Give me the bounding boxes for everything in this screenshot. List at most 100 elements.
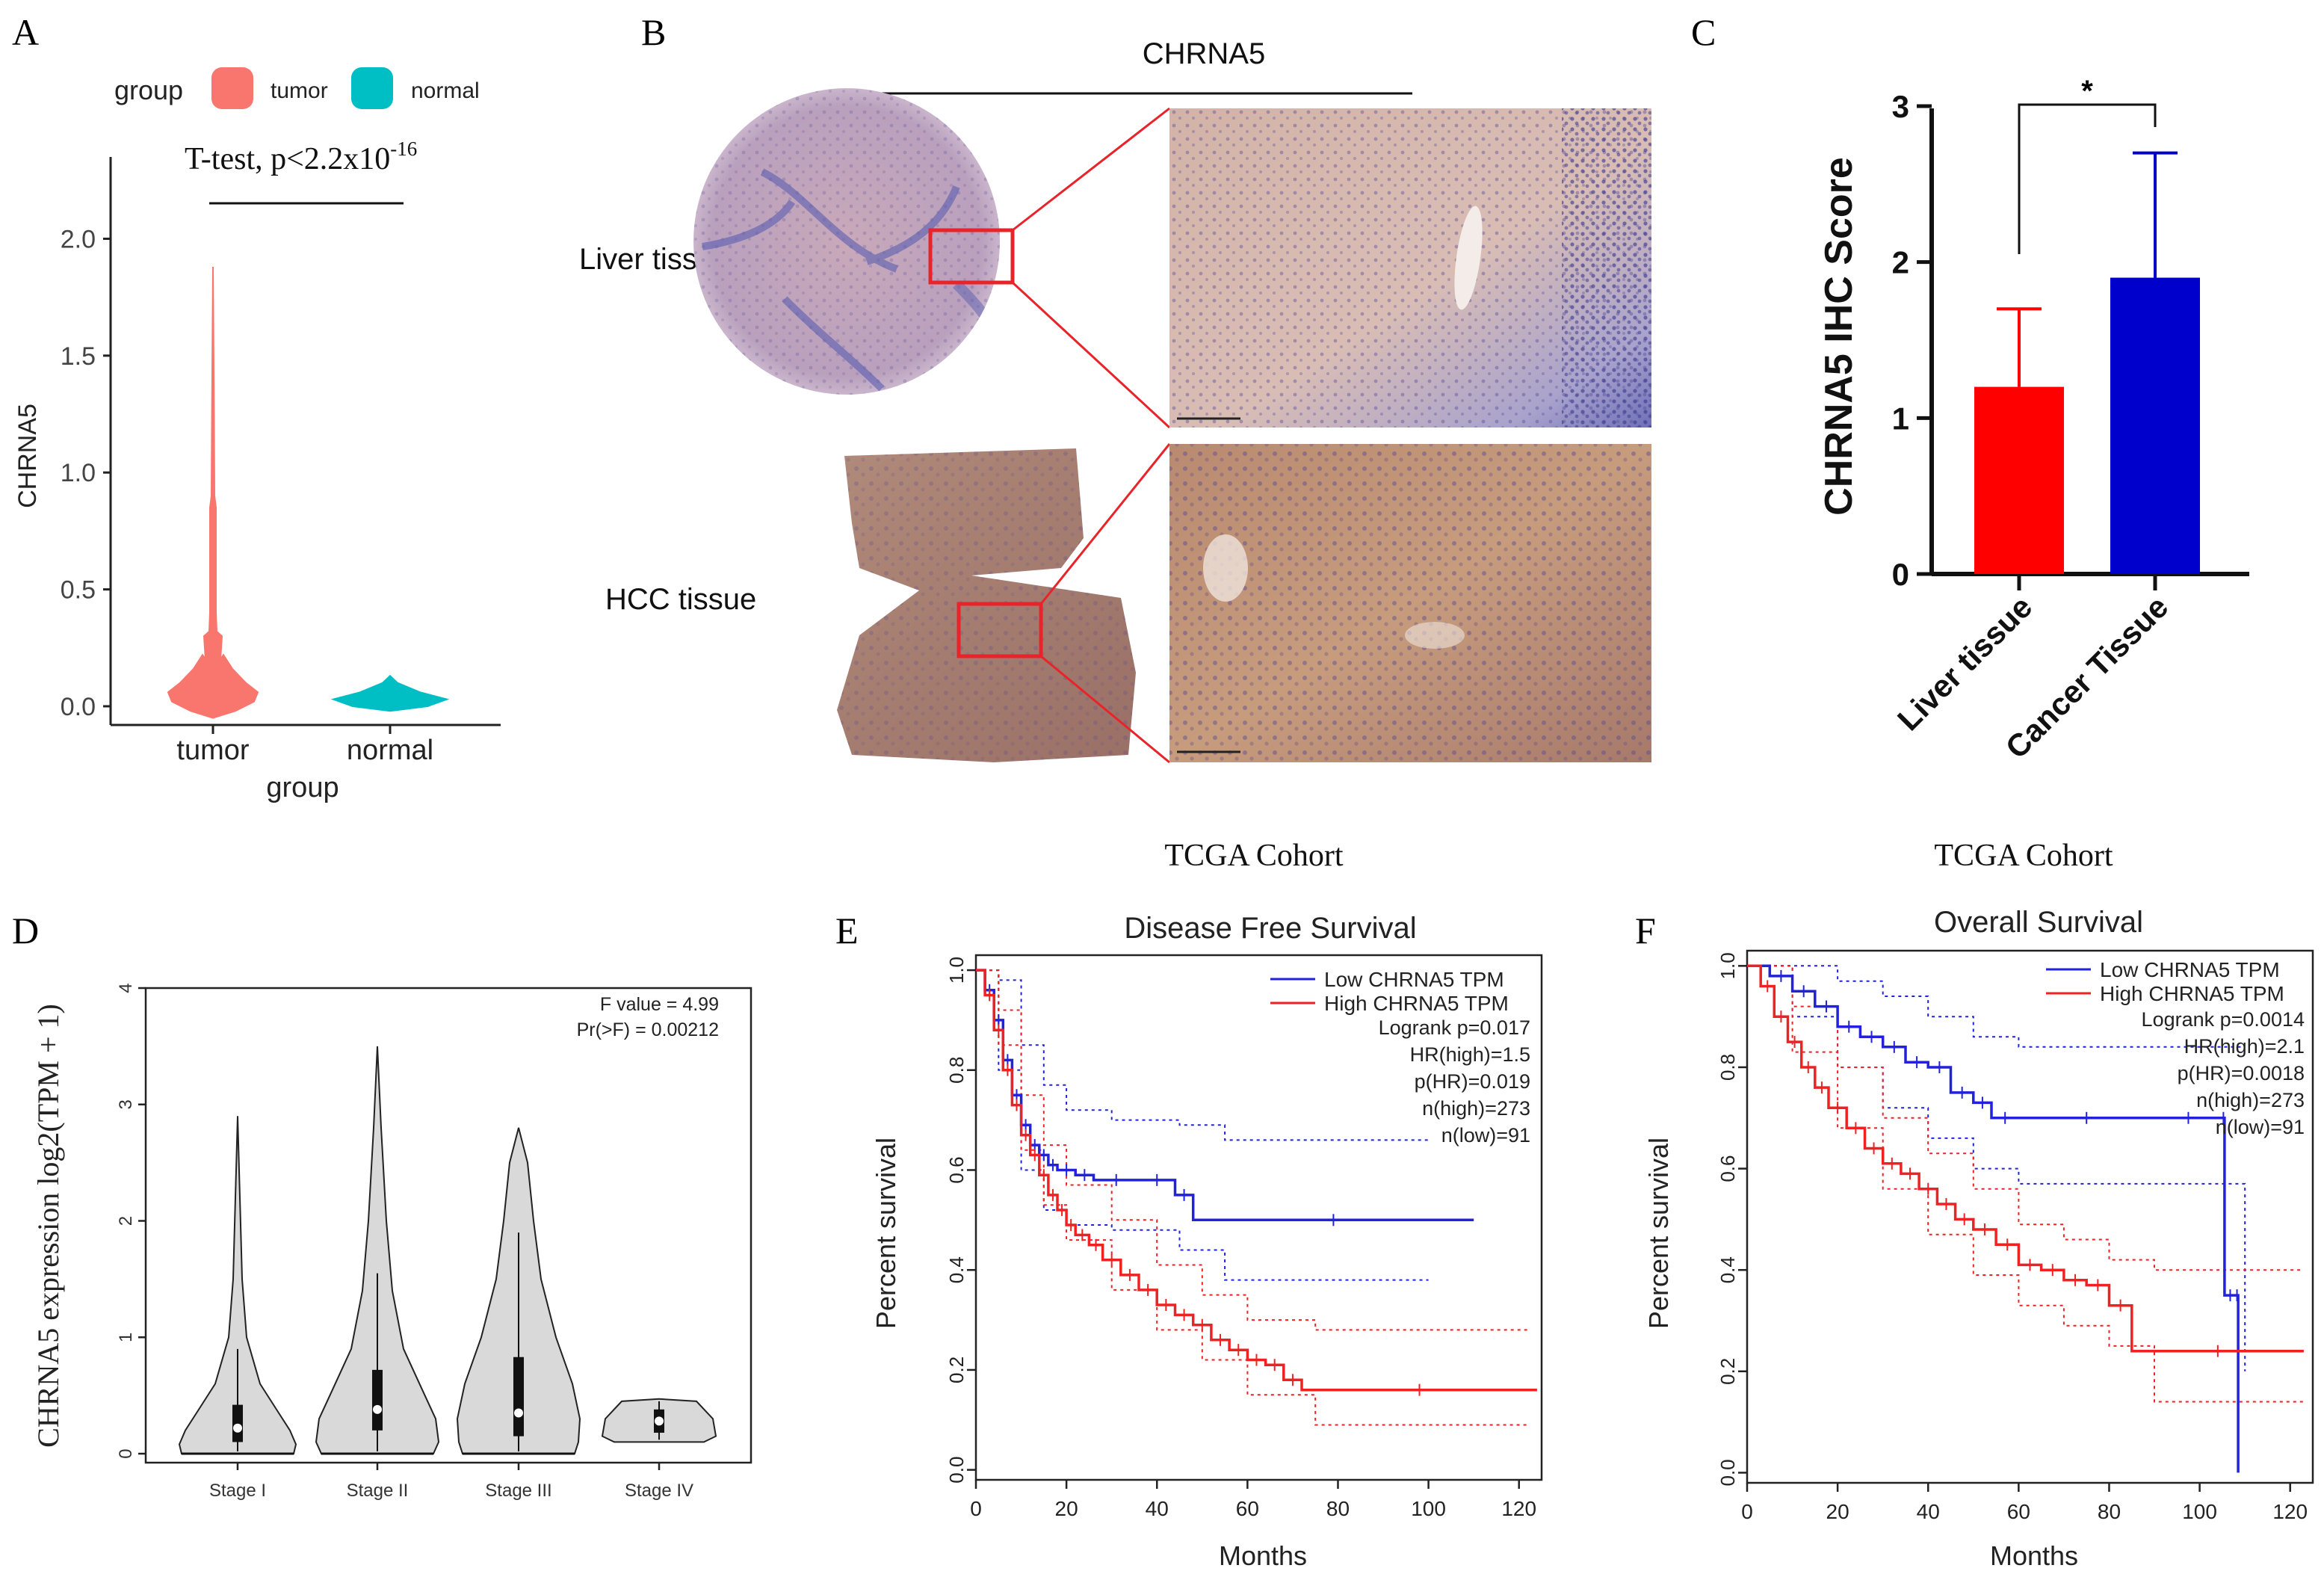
panel-letter-a: A [12,11,39,53]
panel-b-title: CHRNA5 [1143,37,1265,70]
y-tick-label: 2 [116,1216,136,1226]
stat-nlow: n(low)=91 [2216,1116,2305,1138]
iqr-box [513,1357,524,1436]
iqr-box [232,1404,243,1442]
stat-hr: HR(high)=1.5 [1410,1043,1530,1066]
panel-d-stat-p: Pr(>F) = 0.00212 [577,1019,719,1040]
panel-f-frame [1746,949,2314,1484]
panel-a: group tumor normal T-test, p<2.2x10-16 0… [13,67,501,803]
y-tick-label: 0.8 [945,1057,968,1084]
panel-letter-e: E [835,910,859,951]
legend-title: group [114,75,183,105]
sig-bracket [2018,103,2157,254]
x-tick-label: 120 [1501,1497,1536,1520]
panel-f-ticks: 0 20 40 60 80 100 120 0.0 0.2 0.4 0.6 0.8 1.0 [1716,952,2308,1523]
x-tick-label: Liver tissue [1891,589,2039,737]
panel-f-title: Overall Survival [1934,906,2143,939]
stat-nlow: n(low)=91 [1441,1124,1530,1147]
stat-nhigh: n(high)=273 [1422,1097,1530,1120]
ci-high-lower [1747,965,2304,1403]
y-tick-label: 0.2 [945,1357,968,1383]
y-tick-label: 1.5 [61,342,96,371]
x-tick-label: 20 [1826,1500,1849,1523]
y-tick-label: 1.0 [1716,952,1739,979]
panel-c-ylabel: CHRNA5 IHC Score [1817,157,1861,516]
liver-tissue-zoom-image [1169,108,1651,428]
panel-letter-c: C [1691,11,1716,53]
legend-label-low: Low CHRNA5 TPM [1324,968,1504,991]
ci-high-upper [1747,965,2304,1271]
y-tick-label: 0.8 [1716,1054,1739,1081]
panel-e-cohort: TCGA Cohort [1164,839,1344,873]
panel-c-significance: * [2018,75,2157,254]
x-tick-label: 0 [970,1497,982,1520]
legend-label-high: High CHRNA5 TPM [1324,992,1509,1015]
panel-f-cohort: TCGA Cohort [1934,839,2113,873]
y-tick-label: 1 [1892,401,1909,436]
x-tick-label: Stage III [485,1481,551,1501]
ttest-text: T-test, p<2.2x10-16 [185,138,417,176]
bar-liver-tissue [1974,386,2064,574]
x-tick-label: 80 [2098,1500,2121,1523]
legend-swatch-normal [351,67,393,109]
x-tick-label: Stage IV [625,1481,693,1501]
legend-label-normal: normal [411,78,480,103]
y-tick-label: 4 [116,983,136,993]
panel-f-ylabel: Percent survival [1643,1138,1674,1329]
panel-d-ylabel: CHRNA5 expression log2(TPM + 1) [31,1004,65,1448]
liver-zoom-line-top [1012,107,1170,232]
bar-cancer-tissue [2110,277,2200,574]
x-tick-label: 20 [1055,1497,1078,1520]
curve-high [1747,964,2304,1353]
median-dot [655,1416,664,1426]
panel-d-x-ticks: Stage I Stage II Stage III Stage IV [209,1463,693,1501]
panel-e-xlabel: Months [1219,1540,1307,1571]
y-tick-label: 1.0 [945,957,968,984]
y-tick-label: 0.6 [1716,1155,1739,1182]
x-tick-label: 100 [1411,1497,1446,1520]
y-tick-label: 2.0 [61,225,96,253]
x-tick-label: 60 [2007,1500,2030,1523]
stat-logrank: Logrank p=0.0014 [2142,1008,2305,1031]
x-tick-label: 0 [1741,1500,1753,1523]
y-tick-label: 0.0 [945,1457,968,1484]
panel-d-y-ticks: 0 1 2 3 4 [116,983,146,1459]
panel-d-stat-f: F value = 4.99 [600,994,719,1015]
y-tick-label: 0 [1892,557,1909,592]
liver-zoom-line-bottom [1011,281,1171,429]
median-dot [233,1423,242,1433]
hcc-roi-box [957,602,1043,658]
violin-tumor [167,266,259,719]
median-dot [373,1404,382,1414]
panel-e-ylabel: Percent survival [871,1138,901,1329]
panel-letter-d: D [12,910,39,951]
violin-normal [330,674,450,712]
ci-low-upper [1747,965,2246,1048]
y-tick-label: 0.5 [61,576,96,605]
stat-nhigh: n(high)=273 [2196,1089,2305,1111]
stat-phr: p(HR)=0.019 [1415,1070,1530,1093]
panel-f-legend: Low CHRNA5 TPM High CHRNA5 TPM Logrank p… [2046,958,2305,1138]
violin-stage-ii [315,1046,440,1454]
y-tick-label: 0.0 [61,693,96,721]
y-tick-label: 1.0 [61,459,96,487]
stat-hr: HR(high)=2.1 [2184,1035,2305,1058]
panel-a-violins [167,266,450,719]
row-label-hcc: HCC tissue [605,583,756,616]
panel-a-legend: group tumor normal [114,67,480,109]
panel-a-xlabel: group [266,772,339,803]
panel-e-frame [974,954,1543,1481]
hcc-tissue-zoom-image [1169,444,1651,762]
panel-e-title: Disease Free Survival [1124,912,1416,945]
x-tick-label: 40 [1146,1497,1169,1520]
sig-star: * [2081,75,2093,108]
y-tick-label: 0.2 [1716,1358,1739,1385]
panel-c-y-ticks: 0 1 2 3 [1892,89,1932,592]
ci-low-upper [976,969,1429,1141]
y-tick-label: 0 [116,1448,136,1458]
panel-a-x-ticks: tumor normal [176,725,433,766]
x-tick-label: Stage II [347,1481,409,1501]
panel-e-curves [976,969,1537,1426]
